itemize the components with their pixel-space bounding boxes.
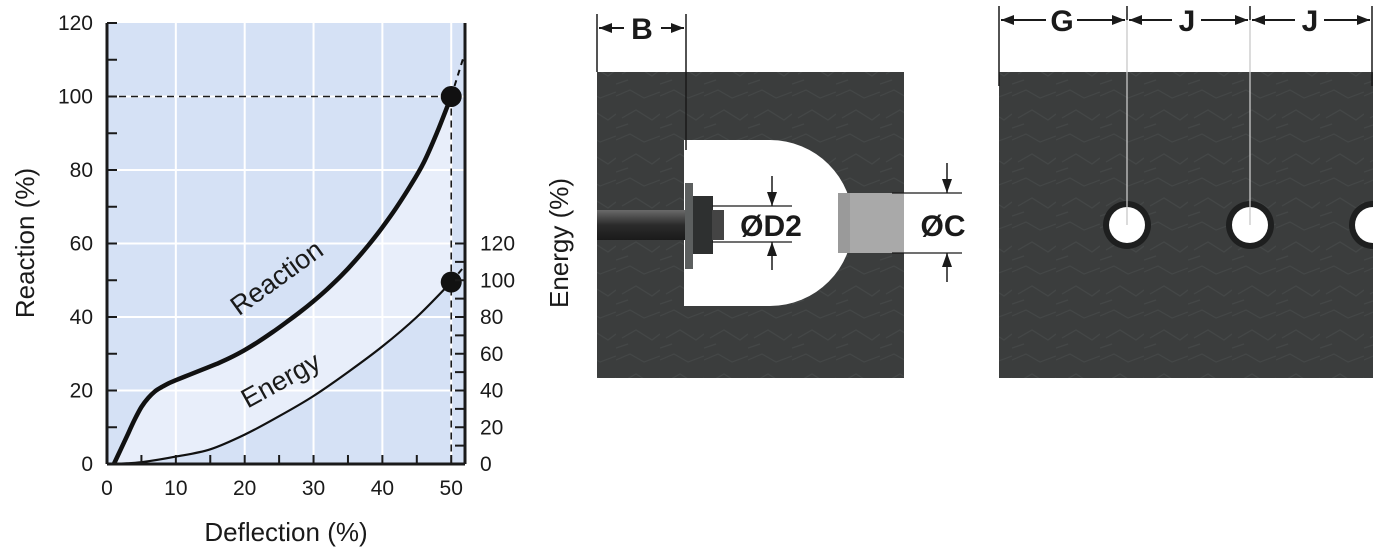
y2-tick-label-1: 20: [480, 416, 503, 439]
dimension-d2-label: ØD2: [740, 210, 802, 243]
fender-front-view: G J J: [998, 5, 1380, 390]
marker-energy: [440, 271, 462, 293]
x-axis-title: Deflection (%): [204, 517, 367, 547]
deflection-chart: 0 10 20 30 40 50 0 20 40 60 80 100 120 0 20 40 60 80 100 12…: [10, 12, 574, 547]
fender-face: [999, 72, 1373, 378]
hole-centerlines: [1126, 14, 1251, 225]
x-tick-label-0: 0: [101, 477, 113, 500]
y2-tick-label-6: 120: [480, 233, 515, 256]
y-tick-label-5: 100: [58, 86, 93, 109]
y2-tick-label-2: 40: [480, 380, 503, 403]
dimension-b-label: B: [631, 13, 653, 46]
dimension-j-label-1: J: [1179, 5, 1196, 38]
dimension-j-label-2: J: [1302, 5, 1319, 38]
dimension-d2-arrows: [767, 192, 777, 256]
dimension-g-label: G: [1050, 5, 1073, 38]
series-reaction-extension: [450, 52, 466, 97]
fender-section-diagram: B ØD2 ØC: [596, 13, 966, 378]
x-tick-label-1: 10: [164, 477, 187, 500]
y2-tick-label-3: 60: [480, 343, 503, 366]
y2-tick-label-5: 100: [480, 269, 515, 292]
y2-tick-label-0: 0: [480, 453, 492, 476]
dimension-gj-extensions: [998, 6, 1373, 86]
y2-tick-label-4: 80: [480, 306, 503, 329]
y-tick-label-2: 40: [70, 306, 93, 329]
counterbore-shading: [838, 193, 850, 253]
series-reaction-line: [111, 95, 454, 464]
x-tick-label-2: 20: [233, 477, 256, 500]
bolt-shank: [597, 210, 701, 240]
dimension-c-label: ØC: [921, 210, 966, 243]
x-tick-label-3: 30: [302, 477, 325, 500]
x-tick-label-5: 50: [440, 477, 463, 500]
y-tick-label-1: 20: [70, 380, 93, 403]
y-tick-label-6: 120: [58, 12, 93, 35]
y2-axis-title: Energy (%): [544, 178, 574, 308]
fender-bore-cavity: [684, 140, 853, 306]
series-energy-line: [113, 281, 452, 464]
y-tick-label-0: 0: [81, 453, 93, 476]
y-tick-label-4: 80: [70, 159, 93, 182]
marker-reaction: [440, 86, 462, 107]
bolt-nut: [693, 196, 713, 254]
dimension-c-extension: [892, 192, 962, 254]
dimension-d2-extension: [712, 205, 792, 243]
x-tick-label-4: 40: [371, 477, 394, 500]
bolt-end: [712, 210, 724, 240]
y-axis-title: Reaction (%): [10, 168, 40, 318]
bolt-washer: [685, 183, 693, 269]
y-tick-label-3: 60: [70, 233, 93, 256]
